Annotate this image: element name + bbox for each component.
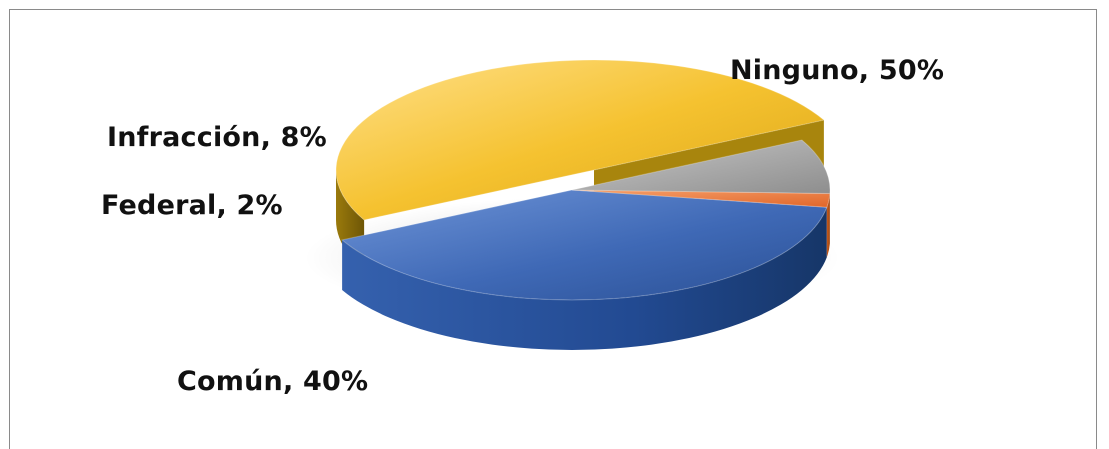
label-ninguno: Ninguno, 50% [730, 55, 944, 86]
label-federal: Federal, 2% [101, 190, 283, 221]
label-comun: Común, 40% [177, 366, 368, 397]
chart-frame: Ninguno, 50% Infracción, 8% Federal, 2% … [9, 9, 1097, 449]
label-infraccion: Infracción, 8% [107, 122, 327, 153]
